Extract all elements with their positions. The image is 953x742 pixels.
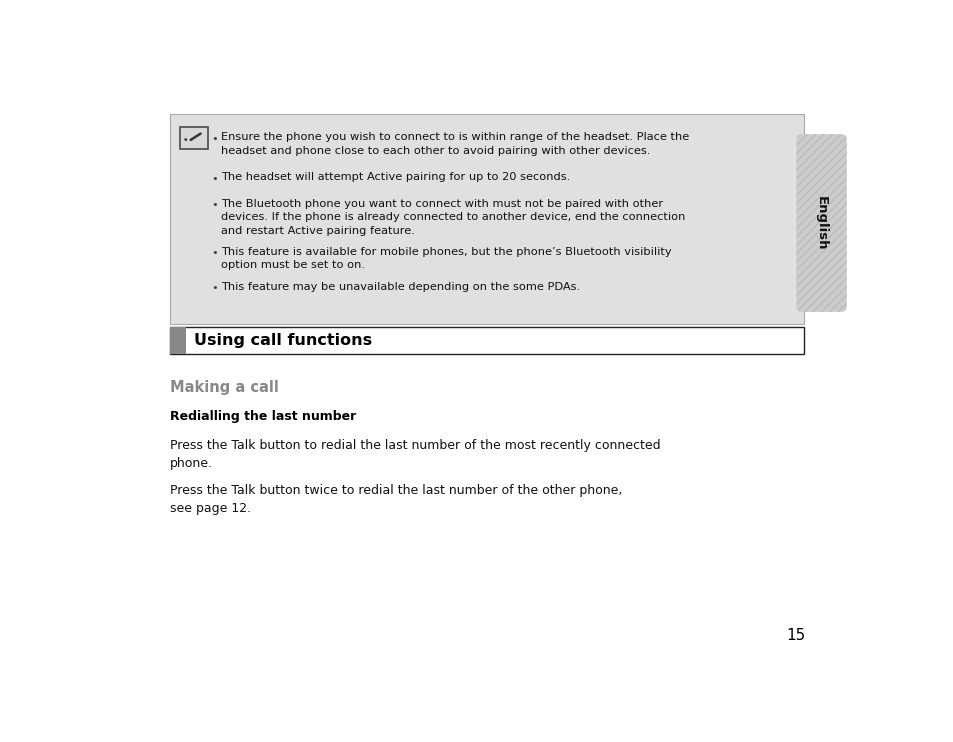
Text: •: • <box>212 134 218 144</box>
Text: English: English <box>814 196 827 250</box>
Text: •: • <box>212 200 218 211</box>
Text: 15: 15 <box>785 628 804 643</box>
Bar <box>170 326 803 354</box>
FancyBboxPatch shape <box>796 134 846 312</box>
Text: Ensure the phone you wish to connect to is within range of the headset. Place th: Ensure the phone you wish to connect to … <box>221 133 689 156</box>
Text: This feature may be unavailable depending on the some PDAs.: This feature may be unavailable dependin… <box>221 281 579 292</box>
Text: Press the Talk button to redial the last number of the most recently connected
p: Press the Talk button to redial the last… <box>170 439 659 470</box>
Text: •: • <box>212 249 218 258</box>
Text: •: • <box>212 283 218 293</box>
Text: Using call functions: Using call functions <box>193 333 372 348</box>
Text: The headset will attempt Active pairing for up to 20 seconds.: The headset will attempt Active pairing … <box>221 172 570 182</box>
Text: •: • <box>212 174 218 183</box>
Text: Press the Talk button twice to redial the last number of the other phone,
see pa: Press the Talk button twice to redial th… <box>170 485 621 516</box>
Text: This feature is available for mobile phones, but the phone’s Bluetooth visibilit: This feature is available for mobile pho… <box>221 247 671 270</box>
Text: Redialling the last number: Redialling the last number <box>170 410 355 423</box>
Bar <box>170 326 186 354</box>
Text: Making a call: Making a call <box>170 381 278 395</box>
Text: The Bluetooth phone you want to connect with must not be paired with other
devic: The Bluetooth phone you want to connect … <box>221 199 685 236</box>
Bar <box>170 114 803 324</box>
Bar <box>180 128 208 149</box>
